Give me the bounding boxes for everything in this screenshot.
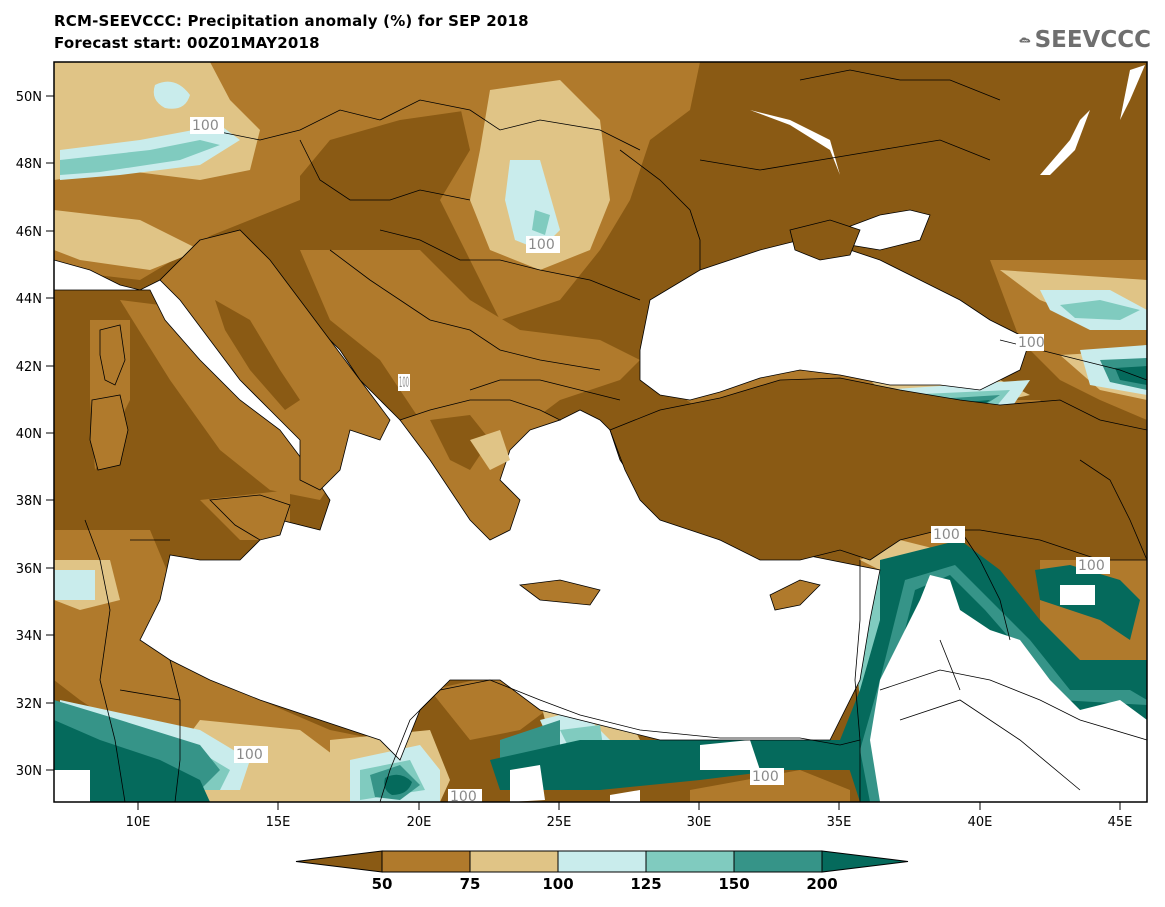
contour-label: 100 (752, 769, 779, 785)
contour-labels: 100 100 100 100 100 100 100 100 100 (190, 117, 1110, 805)
lat-tick-label: 50N (16, 90, 42, 105)
colorbar-label: 125 (630, 875, 661, 893)
colorbar-segment (733, 850, 823, 873)
map-title: RCM-SEEVCCC: Precipitation anomaly (%) f… (54, 12, 529, 30)
lat-tick-labels: 50N 48N 46N 44N 42N 40N 38N 36N 34N 32N … (16, 90, 42, 779)
lat-tick-label: 36N (16, 562, 42, 577)
anatolia-land (609, 377, 1147, 561)
lat-tick-label: 46N (16, 225, 42, 240)
lat-tick-label: 34N (16, 629, 42, 644)
lon-tick-label: 45E (1108, 815, 1133, 830)
lon-tick-label: 30E (687, 815, 712, 830)
islands (89, 324, 821, 611)
colorbar-label: 200 (806, 875, 837, 893)
logo-text: SEEVCCC (1034, 27, 1151, 53)
greece-core (430, 415, 490, 470)
africa-coast (379, 679, 861, 802)
colorbar-label: 100 (542, 875, 573, 893)
contour-label: 100 (1078, 558, 1105, 574)
lon-tick-label: 35E (827, 815, 852, 830)
colorbar-segment (557, 850, 647, 873)
lat-tick-label: 32N (16, 697, 42, 712)
greece-tan (470, 430, 510, 470)
lon-tick-labels: 10E 15E 20E 25E 30E 35E 40E 45E (126, 815, 1133, 830)
colorbar-segment (645, 850, 735, 873)
lat-axis (46, 95, 54, 771)
map-field (54, 62, 1147, 802)
lon-tick-label: 10E (126, 815, 151, 830)
contour-label: 100 (192, 118, 219, 134)
lon-tick-label: 40E (968, 815, 993, 830)
crimea-land (789, 219, 861, 261)
masked-regions (54, 65, 1147, 802)
lon-tick-label: 15E (266, 815, 291, 830)
borders (84, 69, 1147, 802)
italy-land (159, 229, 391, 491)
lat-tick-label: 44N (16, 292, 42, 307)
italy-core (215, 300, 300, 410)
colorbar-segment (821, 850, 909, 873)
colorbar-label: 150 (718, 875, 749, 893)
seevccc-logo: SEEVCCC (1019, 22, 1151, 58)
colorbar (295, 850, 909, 873)
colorbar-labels: 50 75 100 125 150 200 (372, 875, 838, 893)
lat-tick-label: 38N (16, 494, 42, 509)
colorbar-label: 50 (372, 875, 393, 893)
colorbar-label: 75 (460, 875, 481, 893)
colorbar-segment (469, 850, 559, 873)
colorbar-segment (381, 850, 471, 873)
contour-label: 100 (933, 527, 960, 543)
contour-label: 100 (236, 747, 263, 763)
contour-label: 100 (1018, 335, 1045, 351)
forecast-start-label: Forecast start: 00Z01MAY2018 (54, 34, 320, 52)
lat-tick-label: 42N (16, 360, 42, 375)
contour-label: 100 (528, 237, 555, 253)
lon-axis (137, 802, 1121, 810)
contour-label: 100 (450, 789, 477, 805)
colorbar-segment (295, 850, 383, 873)
lon-tick-label: 25E (547, 815, 572, 830)
contour-label: 100 (399, 375, 409, 391)
lat-tick-label: 48N (16, 157, 42, 172)
lat-tick-label: 30N (16, 764, 42, 779)
lon-tick-label: 20E (407, 815, 432, 830)
plot-frame (53, 61, 1148, 803)
cloud-logo-icon (1019, 37, 1031, 43)
lat-tick-label: 40N (16, 427, 42, 442)
